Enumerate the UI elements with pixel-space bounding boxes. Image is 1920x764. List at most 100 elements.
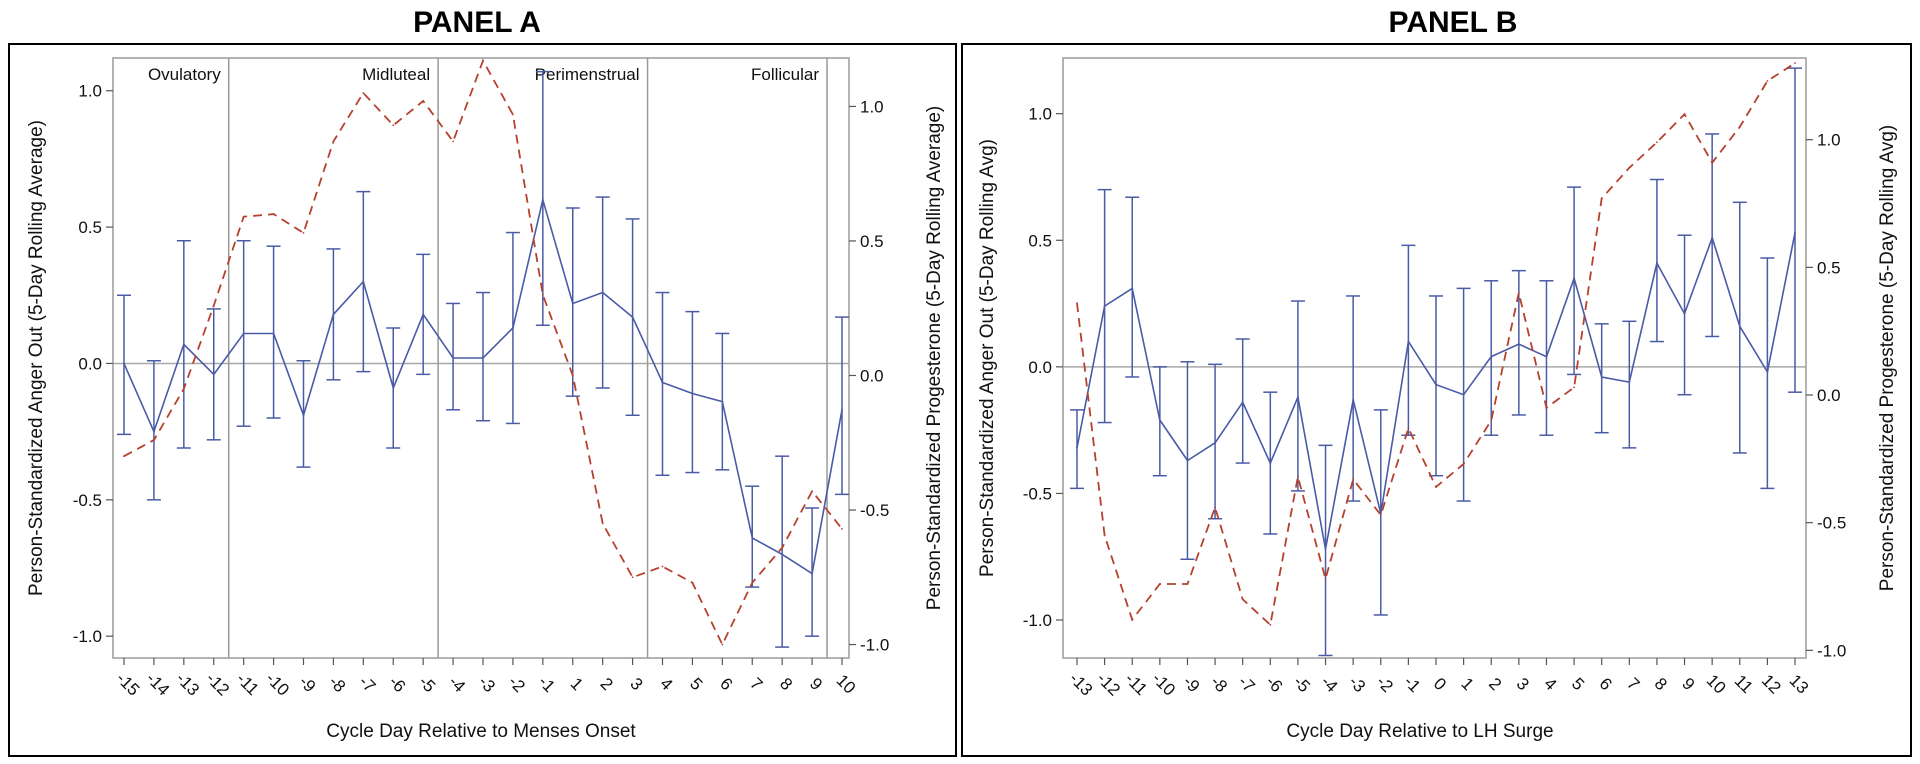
phase-label-midluteal: Midluteal	[362, 65, 430, 84]
panel-a-y2-tick-label: 0.0	[860, 366, 884, 385]
panel-b-point-anger-out	[1462, 393, 1465, 396]
panel-b-y-tick-label: -1.0	[1023, 611, 1052, 630]
panel-b-y2-tick-label: 1.0	[1817, 131, 1841, 150]
panel-a-y2-axis-label: Person-Standardized Progesterone (5-Day …	[924, 106, 945, 610]
panel-a-y2-tick-label: -1.0	[860, 636, 889, 655]
panel-a-point-progesterone	[661, 565, 664, 568]
panel-b-point-anger-out	[1628, 381, 1631, 383]
panel-b-point-anger-out	[1269, 462, 1272, 464]
panel-a-point-progesterone	[601, 522, 604, 525]
panel-a-point-anger-out	[302, 414, 305, 417]
panel-b-point-progesterone	[1214, 506, 1216, 509]
panel-a-point-progesterone	[781, 546, 784, 549]
panel-b-point-progesterone	[1407, 427, 1410, 430]
panel-a-y2-tick-label: -0.5	[860, 501, 889, 520]
panel-a-point-anger-out	[272, 332, 275, 335]
panel-a-y-tick-label: 1.0	[78, 82, 102, 101]
panel-a-point-progesterone	[212, 304, 215, 307]
panel-a-y2-tick-label: 1.0	[860, 97, 884, 116]
panel-b-y2-tick-label: 0.0	[1817, 386, 1841, 405]
panel-b-point-progesterone	[1711, 161, 1714, 164]
panel-b-point-progesterone	[1076, 302, 1078, 305]
panel-b-point-anger-out	[1766, 371, 1769, 373]
panel-a-point-anger-out	[362, 280, 365, 283]
panel-a-point-anger-out	[452, 357, 454, 359]
panel-a-point-progesterone	[123, 455, 125, 458]
panel-b-point-anger-out	[1600, 376, 1603, 378]
panel-b-point-progesterone	[1683, 113, 1686, 116]
panel-b-point-anger-out	[1076, 446, 1078, 449]
panel-b-point-anger-out	[1683, 312, 1686, 315]
panel-a-point-progesterone	[153, 439, 155, 441]
panel-a-point-anger-out	[811, 572, 813, 575]
panel-b-point-progesterone	[1573, 386, 1575, 389]
panel-b-point-anger-out	[1738, 325, 1741, 328]
panel-b-y2-tick-label: -0.5	[1817, 514, 1846, 533]
panel-b-point-anger-out	[1407, 340, 1410, 343]
panel-a-point-progesterone	[182, 388, 185, 390]
panel-b-point-progesterone	[1269, 623, 1272, 626]
panel-b-point-progesterone	[1628, 166, 1631, 169]
panel-b-y-tick-label: 1.0	[1028, 105, 1052, 124]
panel-a-point-progesterone	[332, 140, 335, 143]
panel-a-point-anger-out	[751, 537, 754, 539]
panel-a-point-anger-out	[721, 400, 724, 403]
panel-a-point-progesterone	[362, 92, 365, 94]
panel-b-y-tick-label: -0.5	[1023, 484, 1052, 503]
panel-a-plot-area	[112, 57, 850, 659]
panel-b-point-progesterone	[1600, 197, 1603, 200]
panel-a-y-tick-label: -1.0	[73, 627, 102, 646]
panel-b-point-progesterone	[1131, 618, 1134, 621]
panel-b-x-axis-label: Cycle Day Relative to LH Surge	[1286, 721, 1553, 742]
panel-a-frame	[8, 43, 957, 757]
panel-b-point-progesterone	[1738, 126, 1741, 128]
panel-b-point-anger-out	[1711, 236, 1714, 239]
panel-a-point-progesterone	[392, 124, 395, 127]
panel-b-y2-axis-label: Person-Standardized Progesterone (5-Day …	[1877, 125, 1898, 591]
panel-a-point-progesterone	[841, 527, 843, 530]
panel-a-point-progesterone	[721, 643, 724, 646]
panel-b-point-progesterone	[1379, 514, 1382, 516]
panel-a-y-axis-label: Person-Standardized Anger Out (5-Day Rol…	[26, 120, 47, 596]
panel-a-point-progesterone	[422, 100, 425, 102]
panel-b-point-progesterone	[1794, 62, 1796, 65]
phase-label-ovulatory: Ovulatory	[148, 65, 221, 84]
panel-b-plot-area	[1062, 57, 1807, 659]
panel-a-point-anger-out	[422, 313, 425, 316]
panel-a-point-anger-out	[781, 553, 784, 556]
panel-a-point-progesterone	[751, 581, 754, 584]
panel-a-point-anger-out	[691, 392, 694, 395]
panel-b-point-anger-out	[1131, 287, 1134, 290]
panel-a-point-anger-out	[182, 343, 185, 346]
panel-a-y2-tick-label: 0.5	[860, 232, 884, 251]
panel-b-frame	[961, 43, 1912, 757]
panel-b-point-progesterone	[1103, 534, 1106, 537]
panel-b-point-progesterone	[1435, 486, 1437, 488]
phase-label-perimenstrual: Perimenstrual	[535, 65, 640, 84]
panel-a-title: PANEL A	[413, 6, 541, 39]
panel-a-point-progesterone	[302, 231, 305, 234]
panel-b-point-progesterone	[1241, 598, 1244, 601]
panel-a-point-progesterone	[541, 293, 544, 296]
panel-a-point-progesterone	[452, 140, 454, 143]
panel-b-point-progesterone	[1186, 583, 1189, 585]
panel-b-point-progesterone	[1545, 406, 1548, 409]
panel-b-point-progesterone	[1297, 475, 1299, 478]
panel-a-point-progesterone	[242, 215, 245, 218]
panel-b-y-axis-label: Person-Standardized Anger Out (5-Day Rol…	[977, 139, 998, 577]
panel-a-point-anger-out	[571, 302, 574, 305]
panel-b-point-progesterone	[1352, 478, 1355, 481]
panel-b-point-anger-out	[1794, 231, 1796, 234]
panel-a-point-progesterone	[811, 490, 813, 493]
panel-b-point-progesterone	[1517, 291, 1520, 294]
panel-b-point-anger-out	[1490, 355, 1493, 358]
panel-b-point-anger-out	[1656, 262, 1658, 264]
panel-b-title: PANEL B	[1389, 6, 1518, 39]
panel-b-point-anger-out	[1214, 441, 1216, 444]
panel-b-point-progesterone	[1158, 583, 1161, 585]
panel-a-y-tick-label: 0.5	[78, 218, 102, 237]
panel-a-y-tick-label: 0.0	[78, 354, 102, 373]
panel-b-point-anger-out	[1297, 396, 1299, 399]
